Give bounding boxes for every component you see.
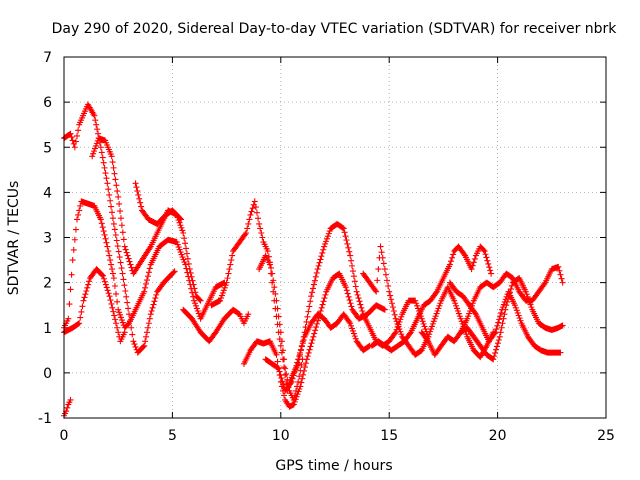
series-pass-14 <box>446 279 564 356</box>
y-tick-label: -1 <box>38 411 52 427</box>
series-pass-7 <box>208 198 306 403</box>
y-tick-label: 1 <box>43 321 52 337</box>
y-tick-label: 6 <box>43 95 52 111</box>
plus-markers <box>368 243 495 354</box>
plus-markers <box>457 275 566 363</box>
series-pass-2 <box>61 198 228 331</box>
plus-markers <box>418 263 566 358</box>
axis-ticks: 0 5 10 15 20 25 -1 0 1 2 3 4 5 6 7 <box>38 50 615 444</box>
series-pass-15 <box>457 275 566 363</box>
series-pass-8 <box>240 270 388 410</box>
y-tick-label: 4 <box>43 185 52 201</box>
series-pass-10 <box>262 311 373 394</box>
x-tick-label: 10 <box>272 428 290 444</box>
x-tick-label: 25 <box>597 428 615 444</box>
plus-markers <box>262 311 373 394</box>
plus-markers <box>446 279 564 356</box>
y-tick-label: 2 <box>43 276 52 292</box>
grid <box>64 57 606 418</box>
series-pass-16 <box>61 396 74 419</box>
plus-markers <box>61 396 74 419</box>
plus-markers <box>132 180 185 227</box>
y-tick-label: 7 <box>43 50 52 66</box>
x-tick-label: 20 <box>489 428 507 444</box>
series-pass-13 <box>418 263 566 358</box>
x-axis-label: GPS time / hours <box>275 458 392 474</box>
plus-markers <box>61 266 128 345</box>
y-tick-label: 5 <box>43 140 52 156</box>
plus-markers <box>180 306 252 345</box>
y-tick-label: 3 <box>43 231 52 247</box>
plus-markers <box>208 198 306 403</box>
y-tick-label: 0 <box>43 366 52 382</box>
plus-markers <box>61 198 228 331</box>
data-points <box>61 101 566 419</box>
x-tick-label: 15 <box>380 428 398 444</box>
series-pass-5 <box>132 180 185 227</box>
plus-markers <box>240 270 388 410</box>
plot-frame <box>63 56 607 419</box>
chart-title: Day 290 of 2020, Sidereal Day-to-day VTE… <box>52 21 618 37</box>
x-tick-label: 5 <box>168 428 177 444</box>
x-tick-label: 0 <box>60 428 69 444</box>
y-axis-label: SDTVAR / TECUs <box>6 181 22 296</box>
series-pass-12 <box>368 243 495 354</box>
series-pass-3 <box>61 266 128 345</box>
series-pass-6 <box>180 306 252 345</box>
